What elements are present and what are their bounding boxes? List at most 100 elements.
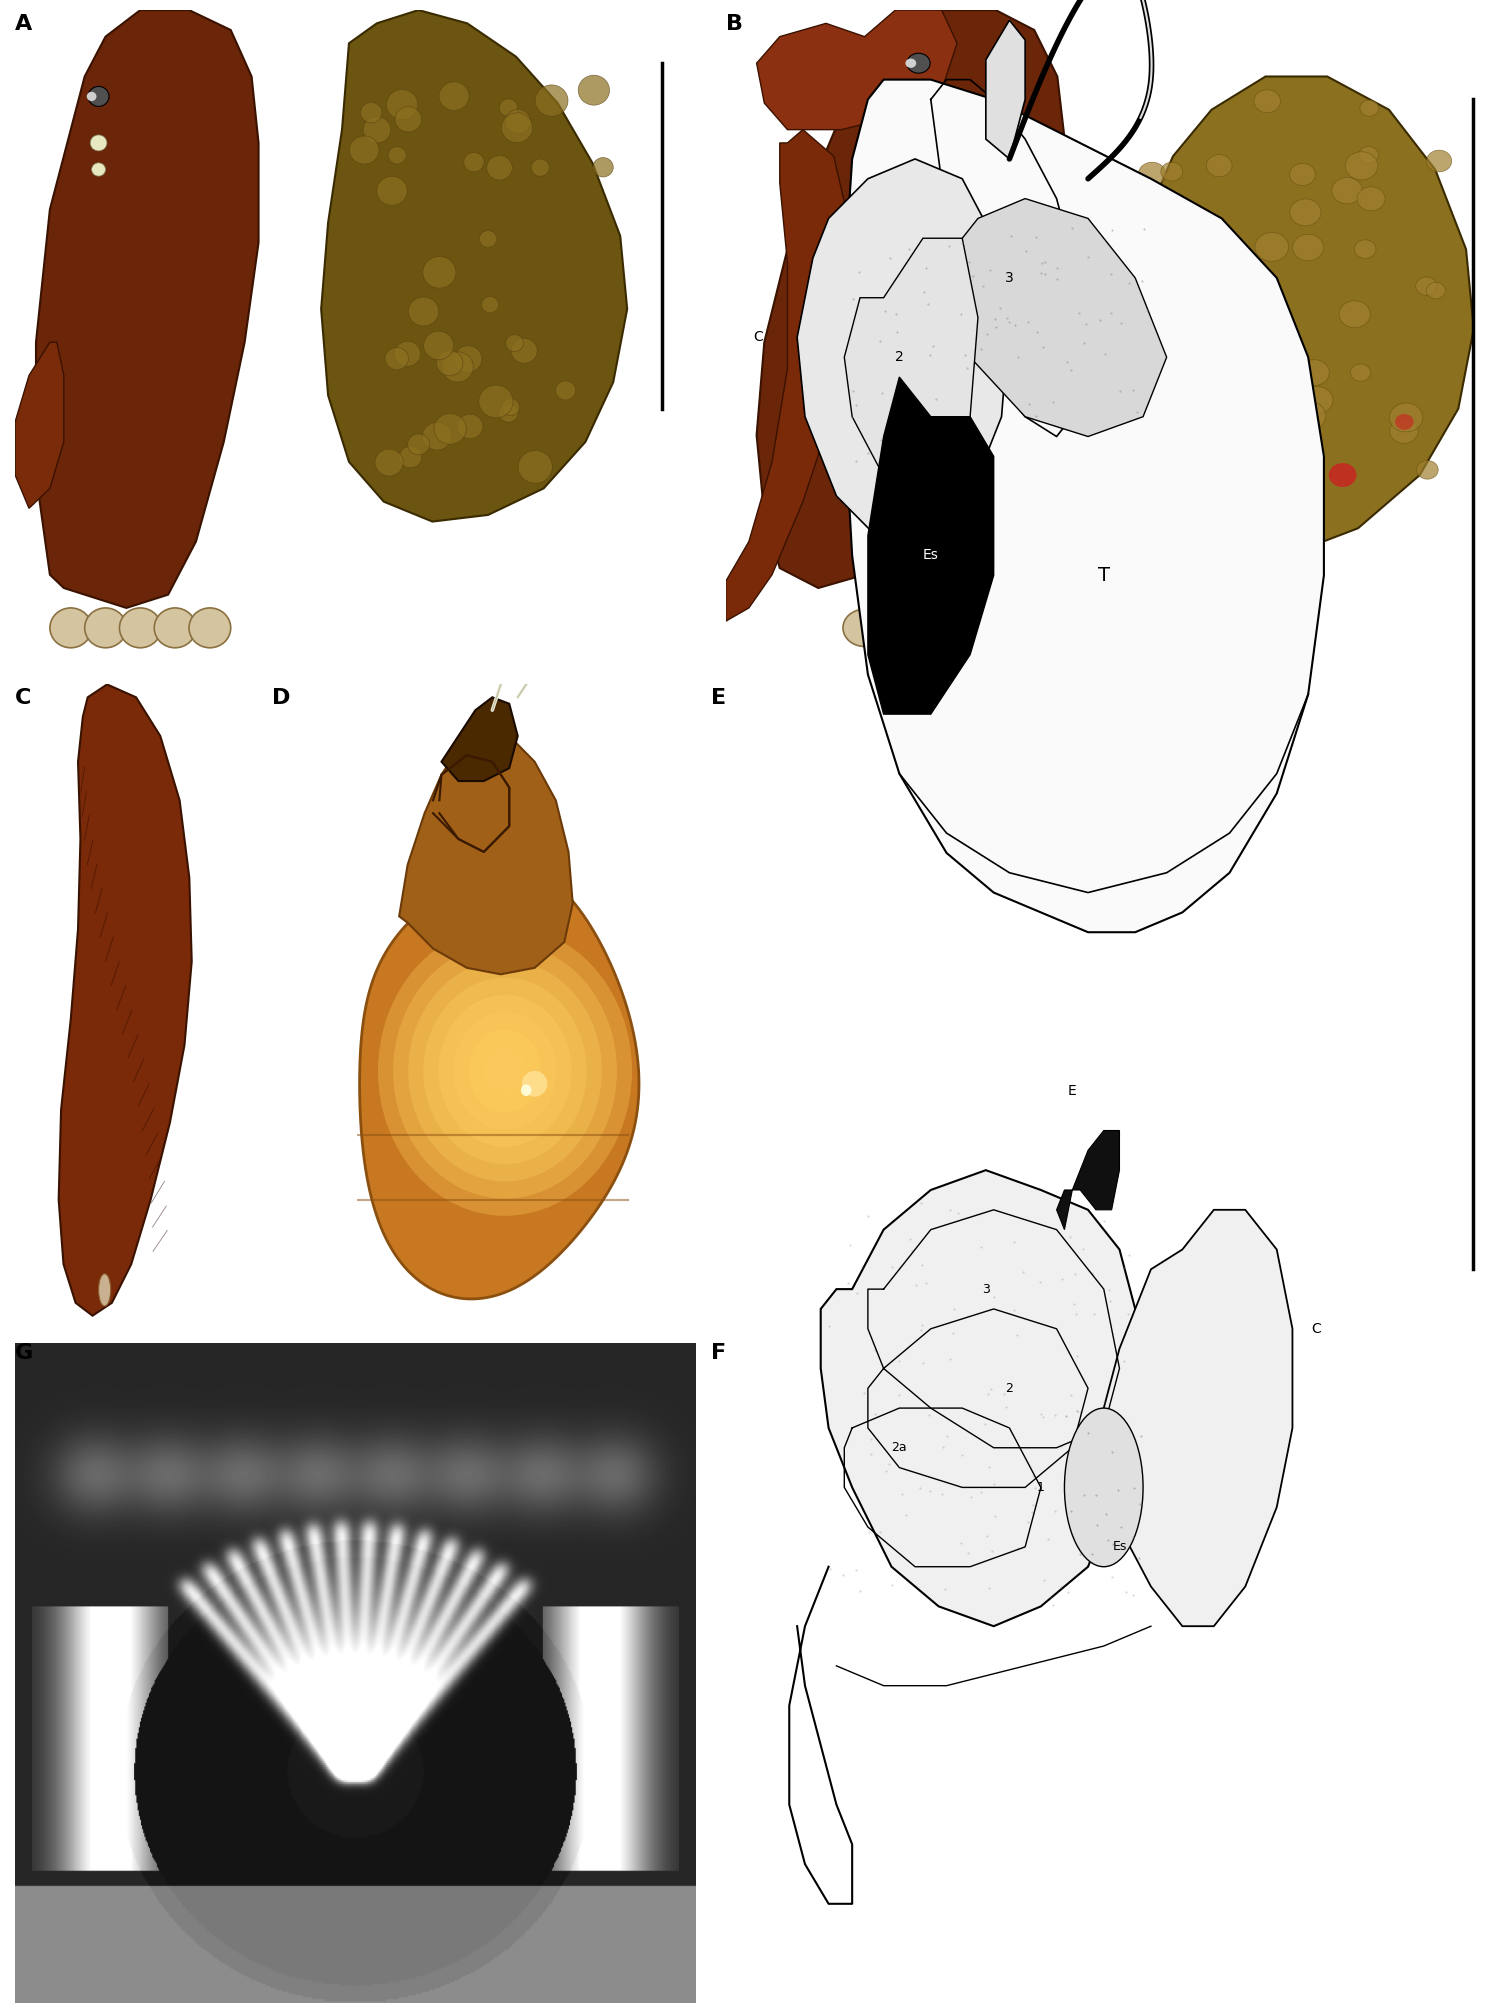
Polygon shape — [1104, 1210, 1293, 1627]
Circle shape — [502, 113, 532, 143]
Polygon shape — [360, 870, 640, 1298]
Text: 3: 3 — [1005, 272, 1013, 286]
Circle shape — [434, 413, 466, 445]
Circle shape — [1157, 417, 1176, 433]
Polygon shape — [756, 10, 957, 129]
Circle shape — [423, 332, 454, 360]
Circle shape — [189, 608, 231, 648]
Text: E: E — [1067, 1083, 1077, 1097]
Circle shape — [909, 103, 928, 117]
Text: F: F — [711, 1343, 726, 1363]
Circle shape — [1355, 240, 1376, 258]
Circle shape — [399, 447, 422, 467]
Circle shape — [395, 107, 422, 133]
Circle shape — [502, 399, 520, 415]
Circle shape — [1219, 493, 1253, 521]
Circle shape — [487, 155, 513, 179]
Polygon shape — [399, 729, 573, 974]
Circle shape — [1390, 403, 1423, 433]
Circle shape — [50, 608, 92, 648]
Text: Es: Es — [1113, 1540, 1126, 1554]
Polygon shape — [756, 10, 1064, 588]
Circle shape — [1350, 364, 1371, 380]
Circle shape — [1415, 278, 1436, 296]
Circle shape — [1426, 151, 1452, 171]
Circle shape — [936, 610, 978, 646]
Circle shape — [1255, 231, 1288, 262]
Circle shape — [395, 342, 420, 366]
Circle shape — [1302, 386, 1334, 413]
Polygon shape — [59, 684, 192, 1317]
Circle shape — [349, 137, 380, 165]
Text: A: A — [15, 14, 32, 34]
Polygon shape — [442, 696, 517, 781]
Text: Es: Es — [922, 548, 939, 562]
Text: 1: 1 — [1037, 1482, 1045, 1494]
Circle shape — [1359, 147, 1379, 163]
Circle shape — [1244, 298, 1278, 326]
Circle shape — [1293, 234, 1323, 262]
Circle shape — [1332, 177, 1362, 203]
Circle shape — [457, 415, 482, 439]
Circle shape — [1207, 155, 1232, 177]
Circle shape — [1329, 463, 1356, 487]
Text: 2: 2 — [1005, 1381, 1013, 1395]
Circle shape — [531, 159, 549, 177]
Circle shape — [555, 380, 576, 401]
Circle shape — [389, 147, 407, 163]
Circle shape — [1426, 282, 1445, 298]
Circle shape — [1253, 91, 1281, 113]
Circle shape — [1290, 199, 1321, 225]
Polygon shape — [821, 1170, 1136, 1627]
Ellipse shape — [520, 1085, 532, 1095]
Circle shape — [442, 352, 473, 382]
Polygon shape — [15, 342, 64, 509]
Circle shape — [889, 610, 933, 646]
Circle shape — [1163, 338, 1182, 356]
Text: C: C — [753, 330, 762, 344]
Circle shape — [479, 384, 513, 419]
Circle shape — [91, 135, 107, 151]
Circle shape — [119, 608, 162, 648]
Circle shape — [1202, 469, 1231, 493]
Text: C: C — [1311, 1323, 1321, 1337]
Circle shape — [1225, 493, 1256, 521]
Text: C: C — [15, 688, 32, 709]
Circle shape — [1290, 163, 1315, 185]
Circle shape — [981, 610, 1025, 646]
Circle shape — [88, 87, 109, 107]
Polygon shape — [868, 376, 993, 715]
Circle shape — [906, 58, 916, 68]
Circle shape — [1139, 163, 1166, 185]
Circle shape — [535, 85, 569, 117]
Circle shape — [1175, 425, 1201, 447]
Circle shape — [593, 157, 614, 177]
Ellipse shape — [522, 1071, 547, 1097]
Circle shape — [98, 1274, 110, 1306]
Circle shape — [1166, 338, 1187, 354]
Text: 2: 2 — [895, 350, 904, 364]
Circle shape — [437, 350, 463, 376]
Circle shape — [499, 403, 519, 423]
Polygon shape — [726, 129, 850, 622]
Circle shape — [1270, 374, 1290, 391]
Text: T: T — [1098, 566, 1110, 586]
Text: E: E — [711, 688, 726, 709]
Circle shape — [578, 74, 609, 105]
Circle shape — [505, 109, 531, 133]
Circle shape — [376, 177, 407, 205]
Circle shape — [1028, 610, 1070, 646]
Circle shape — [408, 298, 438, 326]
Circle shape — [438, 83, 469, 111]
Polygon shape — [36, 10, 259, 608]
Circle shape — [511, 338, 537, 362]
Circle shape — [154, 608, 197, 648]
Ellipse shape — [378, 926, 632, 1216]
Circle shape — [1161, 163, 1182, 181]
Circle shape — [1390, 419, 1418, 443]
Circle shape — [375, 449, 404, 475]
Circle shape — [1299, 360, 1329, 386]
Polygon shape — [1057, 1131, 1119, 1230]
Circle shape — [464, 153, 484, 171]
Circle shape — [1396, 415, 1414, 431]
